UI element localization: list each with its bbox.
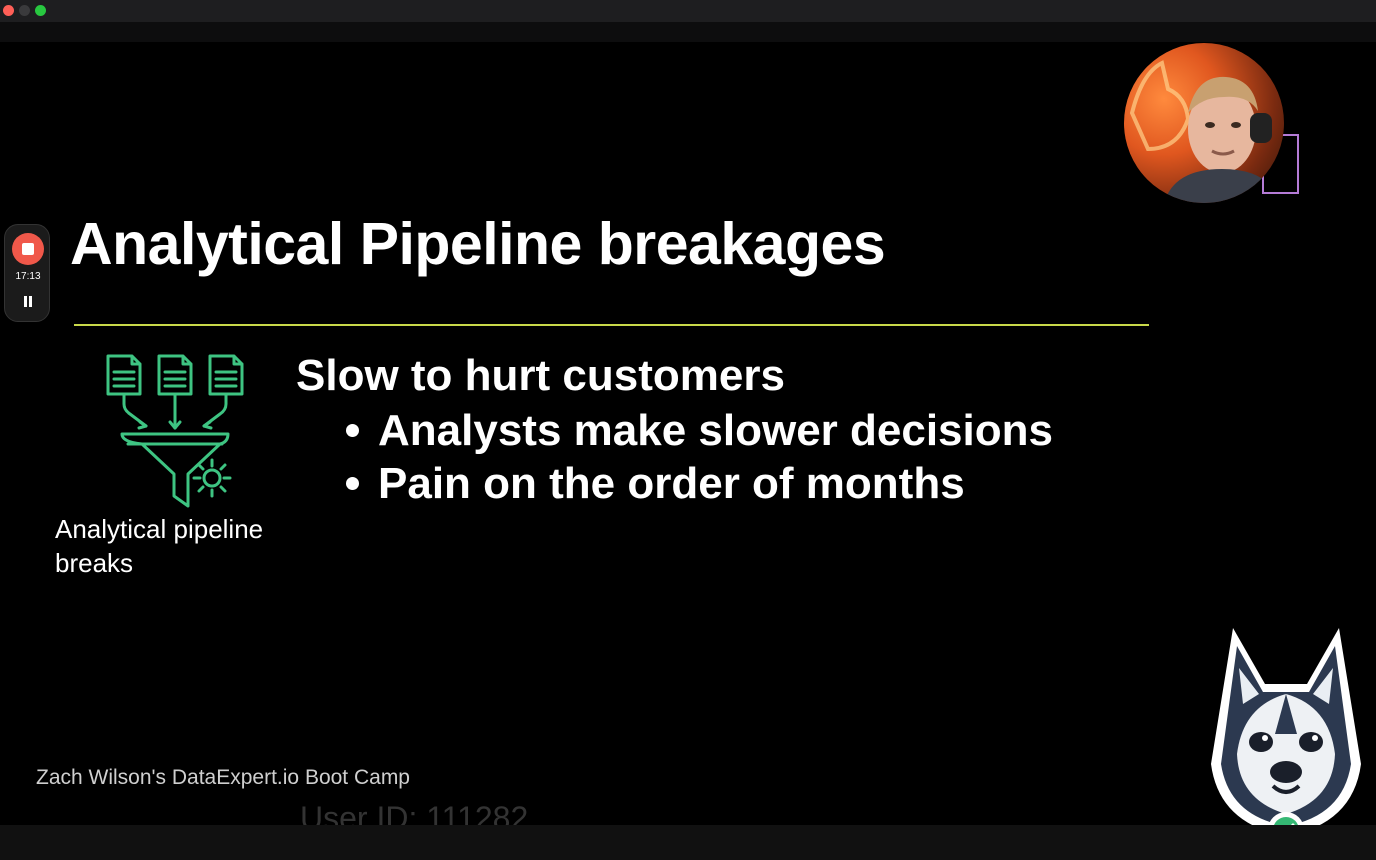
bullet-list: Analysts make slower decisions Pain on t… [342, 404, 1053, 510]
title-divider [74, 324, 1149, 326]
presenter-webcam [1124, 43, 1284, 203]
bullet-item: Analysts make slower decisions [342, 404, 1053, 457]
recording-widget: 17:13 [4, 224, 50, 322]
video-top-band [0, 22, 1376, 42]
recording-timer: 17:13 [15, 271, 41, 282]
section-heading: Slow to hurt customers [296, 351, 785, 400]
slide-title: Analytical Pipeline breakages [70, 211, 886, 277]
icon-caption: Analytical pipeline breaks [55, 514, 264, 578]
presentation-slide: Analytical Pipeline breakages Analytical… [0, 42, 1376, 848]
slide-footer: Zach Wilson's DataExpert.io Boot Camp [36, 766, 410, 789]
window-maximize-button[interactable] [35, 5, 46, 16]
pause-icon[interactable] [21, 295, 35, 309]
window-titlebar [0, 0, 1376, 22]
window-minimize-button[interactable] [19, 5, 30, 16]
funnel-documents-icon [106, 354, 244, 508]
window-close-button[interactable] [3, 5, 14, 16]
husky-mascot-icon [1211, 628, 1361, 848]
stop-recording-button[interactable] [12, 233, 44, 265]
video-bottom-band [0, 825, 1376, 860]
bullet-item: Pain on the order of months [342, 457, 1053, 510]
